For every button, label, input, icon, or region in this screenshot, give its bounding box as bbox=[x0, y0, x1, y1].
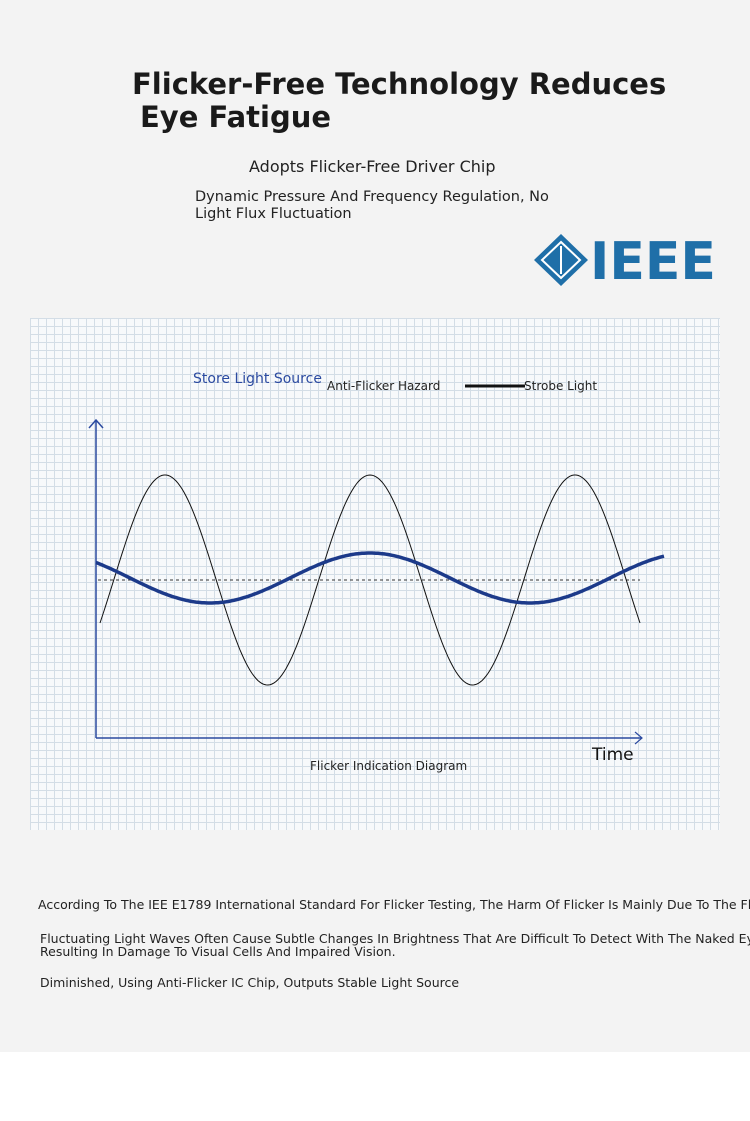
footer-line: Diminished, Using Anti-Flicker IC Chip, … bbox=[40, 975, 460, 990]
title-line: Eye Fatigue bbox=[140, 100, 332, 134]
logo-text: IEEE bbox=[590, 232, 716, 292]
description-line: Light Flux Fluctuation bbox=[195, 206, 352, 222]
footer-line: Fluctuating Light Waves Often Cause Subt… bbox=[40, 931, 750, 946]
stable-wave bbox=[95, 551, 665, 605]
title: Flicker-Free Technology Reduces Eye Fati… bbox=[132, 68, 666, 134]
ieee-logo: IEEE bbox=[534, 232, 716, 292]
subtitle: Adopts Flicker-Free Driver Chip bbox=[249, 157, 496, 176]
footer-line: Resulting In Damage To Visual Cells And … bbox=[40, 944, 396, 959]
description: Dynamic Pressure And Frequency Regulatio… bbox=[195, 189, 549, 223]
x-axis-label: Time bbox=[591, 745, 634, 765]
strobe-wave bbox=[99, 474, 641, 686]
caption: Flicker Indication Diagram bbox=[310, 759, 467, 773]
axis-arrow bbox=[88, 418, 104, 429]
legend-title: Store Light Source bbox=[193, 371, 322, 387]
grid-background bbox=[30, 318, 720, 830]
title-line: Flicker-Free Technology Reduces bbox=[132, 67, 667, 101]
footer-line: According To The IEE E1789 International… bbox=[38, 897, 750, 912]
legend-label: Strobe Light bbox=[524, 379, 597, 393]
logo-diamond-inner bbox=[540, 240, 582, 280]
description-line: Dynamic Pressure And Frequency Regulatio… bbox=[195, 189, 549, 205]
legend-label: Anti-Flicker Hazard bbox=[327, 379, 440, 393]
axis-arrow bbox=[634, 731, 643, 745]
